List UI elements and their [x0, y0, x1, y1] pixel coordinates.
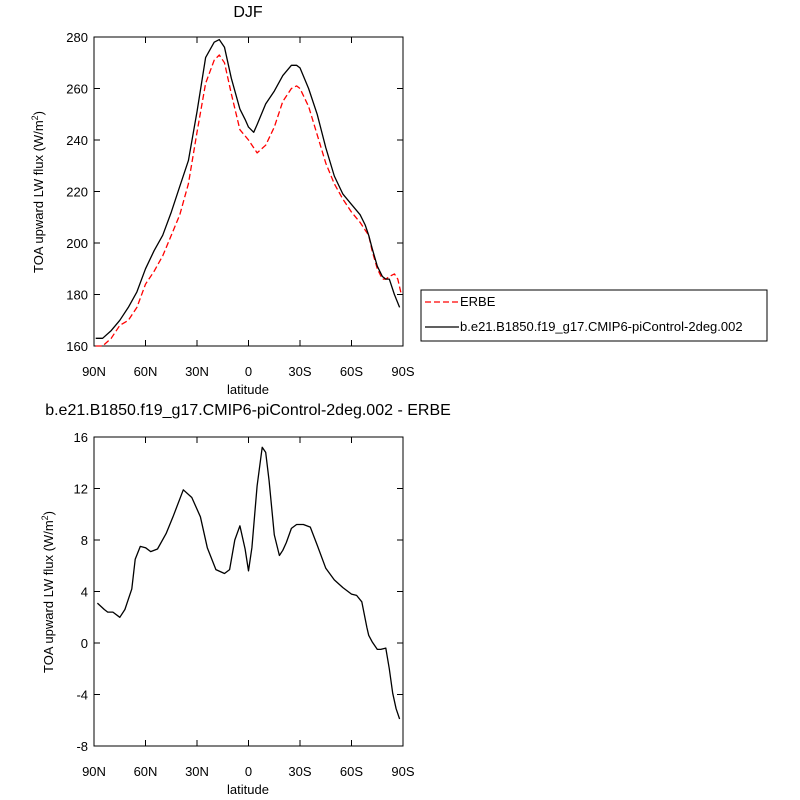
bottom-x-tick-label: 90N: [82, 764, 106, 779]
top-x-tick-label: 30N: [185, 364, 209, 379]
bottom-y-axis-label-sup: 2: [40, 515, 50, 520]
bottom-y-tick-label: -4: [76, 688, 88, 703]
top-legend: ERBE b.e21.B1850.f19_g17.CMIP6-piControl…: [420, 289, 768, 342]
bottom-panel: b.e21.B1850.f19_g17.CMIP6-piControl-2deg…: [40, 402, 451, 797]
top-series-group: [95, 38, 402, 347]
bottom-series-line-0: [96, 446, 401, 720]
top-x-tick-label: 60N: [134, 364, 158, 379]
top-panel: DJF 160 180 200 220 240 260 280 90N 60N 30N 0 30S 6…: [30, 4, 768, 397]
bottom-y-tick-label: 4: [81, 585, 88, 600]
top-y-axis: 160 180 200 220 240 260 280: [66, 30, 403, 354]
bottom-plot-frame: [93, 436, 404, 747]
top-y-tick-label: 180: [66, 288, 88, 303]
bottom-y-tick-label: 8: [81, 533, 88, 548]
top-y-axis-label: TOA upward LW flux (W/m2): [30, 111, 46, 273]
bottom-x-tick-label: 0: [245, 764, 252, 779]
top-x-axis-label: latitude: [227, 382, 269, 397]
bottom-y-tick-label: 16: [74, 430, 88, 445]
bottom-x-axis: 90N 60N 30N 0 30S 60S 90S: [82, 437, 415, 779]
top-y-tick-label: 200: [66, 236, 88, 251]
top-x-tick-label: 90S: [391, 364, 414, 379]
bottom-x-tick-label: 60S: [340, 764, 363, 779]
bottom-y-axis-label: TOA upward LW flux (W/m2): [40, 511, 56, 673]
bottom-y-tick-label: 0: [81, 636, 88, 651]
bottom-y-axis: -8 -4 0 4 8 12 16: [74, 430, 403, 754]
bottom-x-tick-label: 30N: [185, 764, 209, 779]
top-y-tick-label: 260: [66, 82, 88, 97]
top-y-axis-label-sup: 2: [30, 115, 40, 120]
top-y-tick-label: 220: [66, 185, 88, 200]
top-y-tick-label: 160: [66, 339, 88, 354]
bottom-y-axis-label-text: TOA upward LW flux (W/m: [41, 520, 56, 673]
bottom-y-axis-label-close: ): [41, 511, 56, 515]
top-chart-title: DJF: [233, 4, 263, 21]
bottom-x-tick-label: 60N: [134, 764, 158, 779]
top-x-tick-label: 30S: [288, 364, 311, 379]
legend-label-erbe: ERBE: [460, 294, 496, 309]
top-series-line-1: [95, 38, 401, 339]
bottom-y-tick-label: 12: [74, 482, 88, 497]
top-x-tick-label: 60S: [340, 364, 363, 379]
bottom-x-tick-label: 90S: [391, 764, 414, 779]
top-x-tick-label: 0: [245, 364, 252, 379]
bottom-x-tick-label: 30S: [288, 764, 311, 779]
top-x-axis: 90N 60N 30N 0 30S 60S 90S: [82, 37, 415, 379]
bottom-series-group: [96, 446, 401, 720]
top-y-tick-label: 240: [66, 133, 88, 148]
bottom-chart-title: b.e21.B1850.f19_g17.CMIP6-piControl-2deg…: [45, 402, 451, 419]
bottom-x-axis-label: latitude: [227, 782, 269, 797]
top-x-tick-label: 90N: [82, 364, 106, 379]
legend-label-model: b.e21.B1850.f19_g17.CMIP6-piControl-2deg…: [460, 319, 743, 334]
bottom-y-tick-label: -8: [76, 739, 88, 754]
top-y-axis-label-text: TOA upward LW flux (W/m: [31, 120, 46, 273]
top-y-axis-label-close: ): [31, 111, 46, 115]
legend-box: [420, 289, 768, 342]
top-y-tick-label: 280: [66, 30, 88, 45]
top-series-line-0: [95, 54, 402, 347]
